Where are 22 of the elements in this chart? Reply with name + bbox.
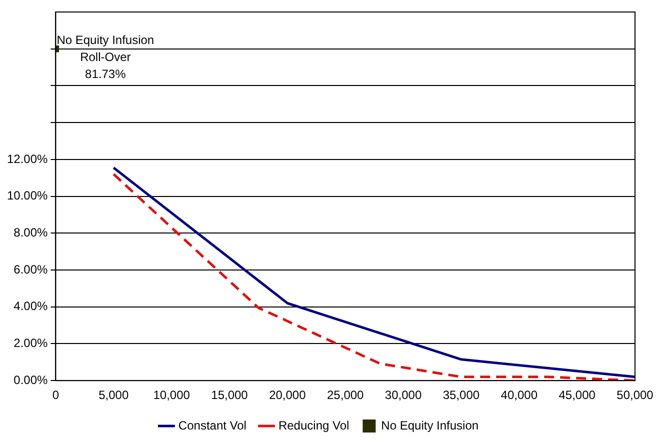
y-tick-label: 2.00% <box>14 336 48 350</box>
legend-label: No Equity Infusion <box>381 418 479 432</box>
x-tick-label: 0 <box>52 388 60 402</box>
legend-label: Constant Vol <box>178 418 246 432</box>
y-tick-label: 4.00% <box>14 299 48 314</box>
x-tick-label: 15,000 <box>211 388 248 402</box>
y-tick-label: 0.00% <box>14 372 48 387</box>
y-tick-label: 6.00% <box>14 262 48 276</box>
x-tick-label: 35,000 <box>442 388 480 402</box>
x-tick-label: 5,000 <box>98 388 129 402</box>
y-tick-label: 12.00% <box>6 152 48 166</box>
x-tick-label: 30,000 <box>384 388 422 402</box>
x-tick-label: 25,000 <box>327 388 364 402</box>
x-tick-label: 40,000 <box>500 388 538 402</box>
x-tick-label: 10,000 <box>153 388 190 402</box>
legend-label: Reducing Vol <box>278 418 350 432</box>
x-tick-label: 45,000 <box>558 388 596 402</box>
x-tick-label: 20,000 <box>269 388 306 402</box>
data-label: No Equity Infusion Roll-Over 81.73% <box>56 33 154 82</box>
y-tick-label: 8.00% <box>14 225 48 240</box>
x-tick-label: 50,000 <box>616 388 654 402</box>
y-tick-label: 10.00% <box>6 188 48 203</box>
